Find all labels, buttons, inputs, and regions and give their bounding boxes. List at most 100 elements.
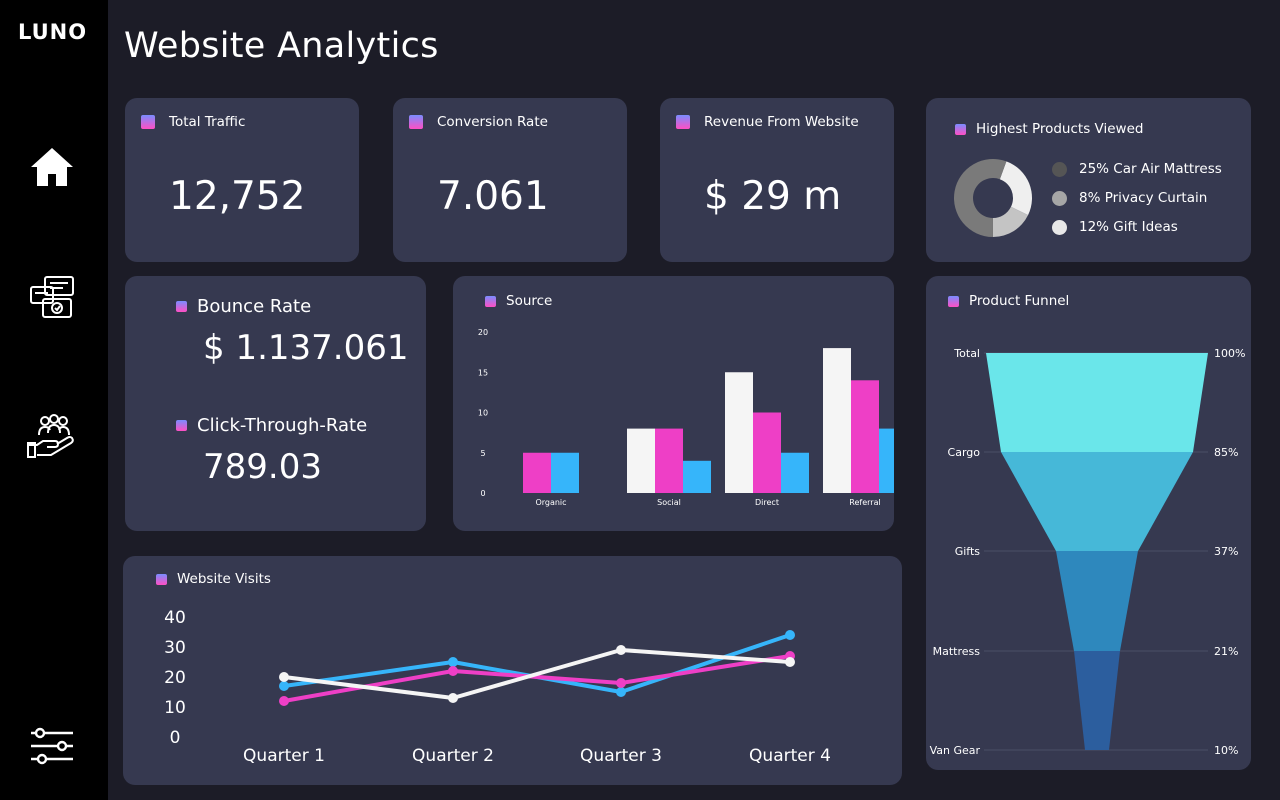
line-series-white [283,648,791,700]
legend-square-icon [156,573,167,585]
visits-chart-title: Website Visits [177,571,271,587]
legend-square-icon [409,115,423,129]
legend-dot-icon [1052,161,1067,177]
bar-blue-social [683,460,711,493]
brand-logo: LUNO [18,20,88,44]
funnel-stage-value: 100% [1214,347,1245,360]
website-visits-card: Website Visits 0 10 20 30 40 Quarter 1 Quarter… [123,556,902,785]
ctr-label: Click-Through-Rate [197,415,368,436]
line-point-white [785,657,795,667]
y-tick-label: 0 [170,728,181,748]
settings-sliders-icon[interactable] [26,720,78,772]
bar-pink-referral [851,380,879,493]
funnel-segment-cargo [1001,452,1193,551]
funnel-stage-label: Mattress [933,645,981,658]
donut-slice-car-air-mattress [954,159,1007,237]
x-tick-label: Social [657,498,681,507]
funnel-stage-label: Gifts [955,545,981,558]
y-tick-label: 0 [480,489,485,498]
funnel-chart-title: Product Funnel [969,293,1070,309]
bounce-rate-value: $ 1.137.061 [203,328,409,368]
users-icon[interactable] [26,410,78,462]
conversion-rate-card: Conversion Rate 7.061 [393,98,627,262]
revenue-value: $ 29 m [704,174,842,219]
bounce-rate-label: Bounce Rate [197,296,312,317]
bounce-ctr-card: Bounce Rate $ 1.137.061 Click-Through-Ra… [125,276,426,531]
line-point-white [616,645,626,655]
funnel-stage-value: 85% [1214,446,1238,459]
line-point-blue [279,681,289,691]
ctr-value: 789.03 [203,447,322,487]
x-tick-label: Quarter 3 [580,746,662,766]
bar-blue-referral [879,428,894,493]
legend-square-icon [176,420,187,431]
funnel-stage-label: Van Gear [930,744,981,757]
source-bar-chart: 0 5 10 15 20 Organic Social Direct Referral [478,328,894,507]
product-legend-text: 8% Privacy Curtain [1079,190,1208,206]
chat-icon[interactable] [26,272,78,324]
legend-square-icon [485,295,496,307]
line-point-blue [448,657,458,667]
donut-slice-privacy-curtain [992,206,1029,237]
donut-slice-gift-ideas [999,161,1032,216]
bar-pink-organic [523,452,551,493]
product-funnel-card: Product Funnel Total 100% Cargo 85% Gifts 37%… [926,276,1251,770]
bar-pink-social [655,428,683,493]
y-tick-label: 15 [478,368,488,377]
funnel-stage-value: 37% [1214,545,1238,558]
product-legend-item: 8% Privacy Curtain [1052,190,1207,206]
line-series-pink [283,654,791,703]
product-funnel-chart: Total 100% Cargo 85% Gifts 37% Mattress 21% Van … [930,347,1246,757]
x-tick-label: Referral [849,498,880,507]
legend-square-icon [955,123,966,135]
product-legend-item: 12% Gift Ideas [1052,219,1178,235]
bar-blue-direct [781,452,809,493]
line-point-white [279,672,289,682]
legend-dot-icon [1052,190,1067,206]
line-series-blue [283,633,791,694]
y-tick-label: 40 [164,608,186,628]
x-tick-label: Direct [755,498,779,507]
bar-white-referral [823,348,851,493]
x-tick-label: Quarter 2 [412,746,494,766]
bar-white-direct [725,372,753,493]
page-title: Website Analytics [124,26,439,66]
legend-square-icon [141,115,155,129]
funnel-segment-mattress [1074,651,1120,750]
revenue-label: Revenue From Website [704,114,859,130]
products-card: Highest Products Viewed 25% Car Air Matt… [926,98,1251,262]
product-legend-text: 12% Gift Ideas [1079,219,1178,235]
line-point-pink [279,696,289,706]
y-tick-label: 30 [164,638,186,658]
x-tick-label: Quarter 4 [749,746,831,766]
x-tick-label: Quarter 1 [243,746,325,766]
legend-dot-icon [1052,219,1067,235]
line-point-blue [785,630,795,640]
bar-white-social [627,428,655,493]
conversion-rate-value: 7.061 [437,174,549,219]
line-point-white [448,693,458,703]
funnel-segment-gifts [1056,551,1138,651]
funnel-stage-label: Total [953,347,980,360]
y-tick-label: 10 [478,409,488,418]
website-visits-line-chart: 0 10 20 30 40 Quarter 1 Quarter 2 Quarter 3 Quar… [164,608,831,766]
legend-square-icon [948,295,959,307]
product-legend-text: 25% Car Air Mattress [1079,161,1222,177]
funnel-stage-label: Cargo [948,446,981,459]
funnel-stage-value: 21% [1214,645,1238,658]
products-donut-chart [954,159,1032,237]
x-tick-label: Organic [535,498,566,507]
products-label: Highest Products Viewed [976,121,1144,137]
line-point-pink [448,666,458,676]
home-icon[interactable] [26,141,78,193]
bar-pink-direct [753,412,781,493]
line-point-blue [616,687,626,697]
total-traffic-card: Total Traffic 12,752 [125,98,359,262]
sidebar: LUNO [0,0,108,800]
funnel-stage-value: 10% [1214,744,1238,757]
conversion-rate-label: Conversion Rate [437,114,548,130]
y-tick-label: 20 [164,668,186,688]
source-card: Source 0 5 10 15 20 Organic Social Direct Referr… [453,276,894,531]
funnel-segment-total [986,353,1208,452]
y-tick-label: 20 [478,328,488,337]
